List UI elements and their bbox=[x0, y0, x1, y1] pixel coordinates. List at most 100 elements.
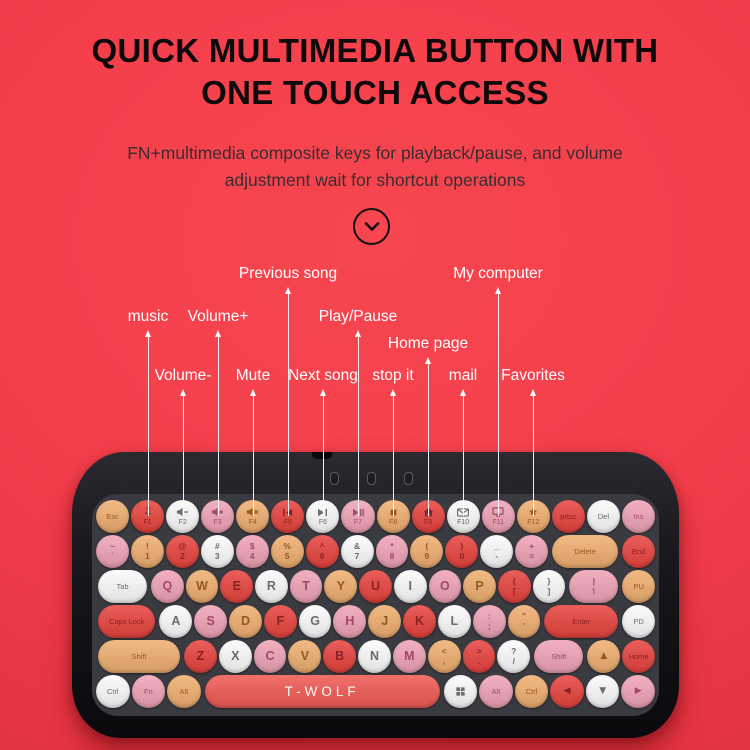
callout-line-f12 bbox=[533, 395, 534, 516]
key-legend-top: ) bbox=[460, 541, 464, 551]
previous-track-icon bbox=[282, 507, 293, 517]
key-label: Shift bbox=[131, 651, 147, 661]
key-i: I bbox=[393, 570, 427, 603]
key-a: A bbox=[159, 605, 193, 638]
key-legend-bottom: 5 bbox=[284, 550, 290, 561]
windows-logo-icon bbox=[456, 687, 465, 697]
key-quote: " ' bbox=[507, 605, 541, 638]
callout-label-f5: Previous song bbox=[238, 265, 338, 282]
callout-label-f8: stop it bbox=[372, 367, 414, 384]
callout-arrow-up-icon bbox=[215, 330, 221, 337]
key-label: G bbox=[310, 614, 320, 629]
key-label: prtsc bbox=[560, 511, 577, 521]
key-comma: <, bbox=[427, 640, 461, 673]
key-label: F12 bbox=[527, 518, 540, 526]
key-esc: Esc bbox=[96, 500, 130, 533]
key-pu: PU bbox=[622, 570, 655, 603]
key-l: L bbox=[437, 605, 471, 638]
key-legend-bottom: / bbox=[512, 655, 515, 666]
callout-arrow-up-icon bbox=[145, 330, 151, 337]
key-label: Fn bbox=[143, 686, 153, 696]
key-home: Home bbox=[622, 640, 655, 673]
key-2: @2 bbox=[165, 535, 199, 568]
key-label: F4 bbox=[248, 518, 257, 526]
key-space: T-WOLF bbox=[204, 675, 440, 708]
key-label: PU bbox=[633, 581, 644, 591]
key-9: (9 bbox=[410, 535, 444, 568]
key-z: Z bbox=[184, 640, 217, 673]
key-label: F8 bbox=[388, 518, 398, 526]
key-legend-top: & bbox=[353, 541, 361, 551]
key-legend-top: * bbox=[390, 541, 394, 551]
volume-up-icon bbox=[211, 507, 224, 517]
callout-arrow-up-icon bbox=[530, 389, 536, 396]
key-label: V bbox=[300, 649, 310, 664]
key-lctrl: Ctrl bbox=[96, 675, 130, 708]
callout-label-f7: Play/Pause bbox=[318, 308, 398, 325]
callout-label-f3: Volume+ bbox=[187, 308, 249, 325]
key-delete: Delete bbox=[552, 535, 619, 568]
key-legend-bottom: 8 bbox=[389, 550, 395, 561]
key-o: O bbox=[428, 570, 462, 603]
key-period: >. bbox=[462, 640, 496, 673]
key-label: C bbox=[265, 649, 275, 664]
key-b: B bbox=[323, 640, 357, 673]
key-ins: Ins bbox=[621, 500, 655, 533]
page-title: QUICK MULTIMEDIA BUTTON WITH ONE TOUCH A… bbox=[0, 30, 750, 114]
keyboard-row: Caps Lock A S D F G H J K L:; " ' Enter PD bbox=[92, 604, 659, 639]
key-c: C bbox=[253, 640, 287, 673]
music-note-icon: ♫ bbox=[143, 507, 152, 517]
key-legend-top: ? bbox=[511, 646, 517, 656]
callout-line-f5 bbox=[288, 293, 289, 516]
key-backtick: ~ ` bbox=[96, 535, 129, 568]
key-tab: Tab bbox=[98, 570, 148, 603]
dongle-notch bbox=[312, 452, 332, 459]
key-v: V bbox=[288, 640, 322, 673]
key-label: Del bbox=[597, 511, 610, 521]
key-win bbox=[443, 675, 478, 708]
key-f1: ♫F1 bbox=[131, 500, 165, 533]
key-e: E bbox=[220, 570, 254, 603]
key-label: Esc bbox=[106, 511, 119, 521]
key-legend-top: ! bbox=[145, 541, 149, 551]
key-u: U bbox=[359, 570, 392, 603]
key-legend-top: # bbox=[214, 541, 220, 551]
key-ralt: Alt bbox=[479, 675, 513, 708]
key-legend-bottom: 4 bbox=[249, 550, 255, 561]
page-subtitle-line1: FN+multimedia composite keys for playbac… bbox=[127, 143, 623, 163]
chevron-down-icon bbox=[353, 208, 390, 245]
key-legend-top: % bbox=[283, 541, 291, 551]
key-label: E bbox=[232, 579, 241, 594]
key-down: ▼ bbox=[585, 675, 620, 708]
key-label: T bbox=[302, 579, 310, 594]
page-title-line1: QUICK MULTIMEDIA BUTTON WITH bbox=[91, 32, 659, 69]
callout-arrow-up-icon bbox=[495, 287, 501, 294]
callout-arrow-up-icon bbox=[460, 389, 466, 396]
key-label: Ins bbox=[633, 511, 644, 521]
status-led-1 bbox=[330, 472, 339, 485]
arrow-key-glyph: ▶ bbox=[634, 686, 642, 696]
callout-line-f2 bbox=[183, 395, 184, 516]
key-label: O bbox=[440, 579, 450, 594]
key-left: ◀ bbox=[550, 675, 584, 708]
key-legend-bottom: [ bbox=[512, 585, 516, 596]
page-subtitle-line2: adjustment wait for shortcut operations bbox=[224, 170, 526, 190]
key-x: X bbox=[218, 640, 252, 673]
key-legend-top: " bbox=[521, 611, 526, 621]
key-m: M bbox=[392, 640, 426, 673]
key-label: F6 bbox=[318, 518, 327, 526]
callout-line-f8 bbox=[393, 395, 394, 516]
key-legend-bottom: = bbox=[529, 550, 535, 561]
key-label: W bbox=[196, 579, 208, 594]
key-w: W bbox=[185, 570, 219, 603]
key-minus: _ - bbox=[480, 535, 514, 568]
callout-line-f4 bbox=[253, 395, 254, 516]
key-label: Q bbox=[162, 579, 173, 594]
key-label: F5 bbox=[283, 518, 292, 526]
key-8: * 8 bbox=[375, 535, 409, 568]
key-label: F7 bbox=[353, 518, 363, 526]
key-h: H bbox=[333, 605, 367, 638]
key-pd: PD bbox=[622, 605, 655, 638]
callout-arrow-up-icon bbox=[285, 287, 291, 294]
